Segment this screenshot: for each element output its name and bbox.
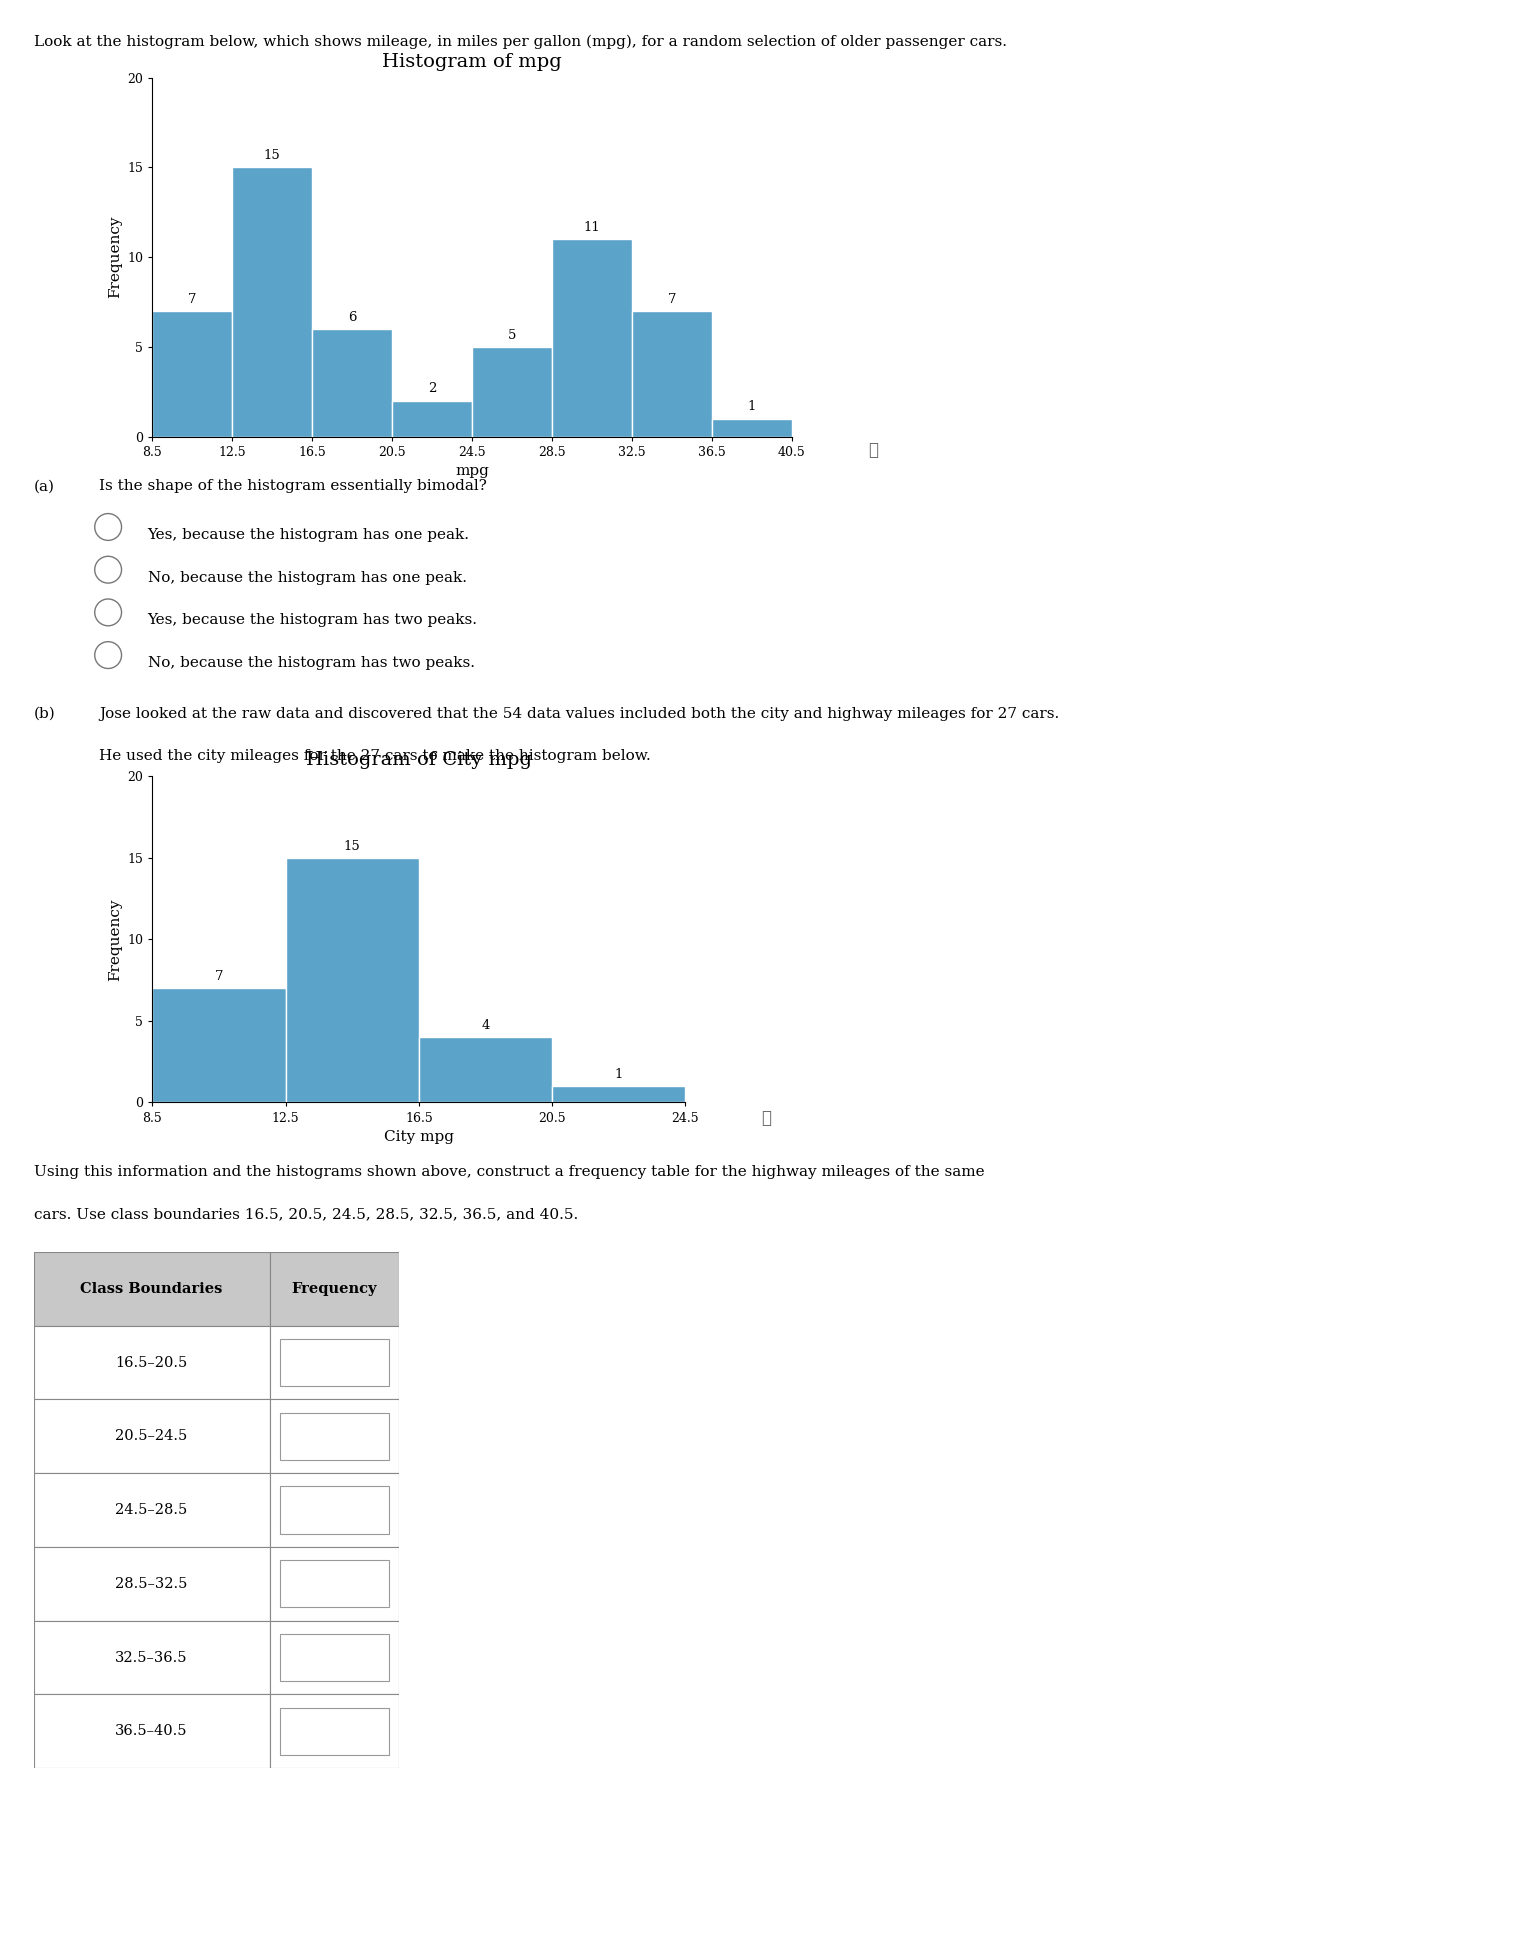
Text: 20.5–24.5: 20.5–24.5 — [116, 1429, 187, 1444]
Text: No, because the histogram has one peak.: No, because the histogram has one peak. — [148, 571, 466, 584]
Text: 5: 5 — [509, 328, 516, 342]
X-axis label: mpg: mpg — [455, 464, 489, 477]
Text: (a): (a) — [34, 479, 55, 493]
Text: He used the city mileages for the 27 cars to make the histogram below.: He used the city mileages for the 27 car… — [99, 749, 650, 763]
Bar — [280, 1339, 388, 1386]
Text: 2: 2 — [428, 382, 436, 396]
Bar — [34, 1252, 270, 1326]
Bar — [152, 988, 285, 1102]
Text: Yes, because the histogram has two peaks.: Yes, because the histogram has two peaks… — [148, 613, 478, 627]
Text: 24.5–28.5: 24.5–28.5 — [116, 1502, 187, 1518]
Text: 1: 1 — [615, 1068, 623, 1081]
Bar — [711, 419, 792, 437]
Bar — [280, 1634, 388, 1681]
Title: Histogram of mpg: Histogram of mpg — [382, 52, 562, 70]
Bar — [419, 1036, 551, 1102]
Text: Class Boundaries: Class Boundaries — [81, 1281, 222, 1297]
Text: 6: 6 — [347, 311, 356, 324]
Bar — [285, 858, 419, 1102]
Bar — [553, 1087, 685, 1102]
Text: 7: 7 — [667, 293, 676, 305]
Bar — [34, 1473, 270, 1547]
Text: (b): (b) — [34, 707, 55, 720]
Y-axis label: Frequency: Frequency — [108, 899, 122, 980]
Text: Look at the histogram below, which shows mileage, in miles per gallon (mpg), for: Look at the histogram below, which shows… — [34, 35, 1007, 49]
Text: 7: 7 — [187, 293, 196, 305]
Bar — [312, 328, 393, 437]
Bar — [34, 1694, 270, 1768]
Bar — [270, 1326, 399, 1399]
Text: 36.5–40.5: 36.5–40.5 — [116, 1724, 187, 1739]
Bar — [270, 1252, 399, 1326]
Bar — [152, 311, 231, 437]
Bar — [280, 1487, 388, 1533]
Text: 15: 15 — [263, 149, 280, 161]
Bar — [270, 1473, 399, 1547]
Text: Using this information and the histograms shown above, construct a frequency tab: Using this information and the histogram… — [34, 1165, 984, 1178]
Text: cars. Use class boundaries 16.5, 20.5, 24.5, 28.5, 32.5, 36.5, and 40.5.: cars. Use class boundaries 16.5, 20.5, 2… — [34, 1207, 577, 1221]
Title: Histogram of City mpg: Histogram of City mpg — [306, 751, 532, 769]
Text: 4: 4 — [481, 1019, 489, 1033]
Bar — [34, 1326, 270, 1399]
Text: ⓘ: ⓘ — [762, 1108, 772, 1128]
Text: No, because the histogram has two peaks.: No, because the histogram has two peaks. — [148, 656, 475, 670]
Bar — [472, 347, 553, 437]
Y-axis label: Frequency: Frequency — [108, 215, 122, 299]
Text: 1: 1 — [748, 400, 755, 413]
X-axis label: City mpg: City mpg — [384, 1130, 454, 1143]
Bar — [34, 1547, 270, 1621]
Bar — [34, 1399, 270, 1473]
Bar — [270, 1547, 399, 1621]
Text: 16.5–20.5: 16.5–20.5 — [116, 1355, 187, 1370]
Bar — [280, 1708, 388, 1755]
Text: 15: 15 — [344, 840, 361, 852]
Text: Is the shape of the histogram essentially bimodal?: Is the shape of the histogram essentiall… — [99, 479, 487, 493]
Text: ⓘ: ⓘ — [868, 441, 879, 460]
Text: Jose looked at the raw data and discovered that the 54 data values included both: Jose looked at the raw data and discover… — [99, 707, 1058, 720]
Bar — [393, 400, 472, 437]
Text: Frequency: Frequency — [291, 1281, 378, 1297]
Bar — [280, 1413, 388, 1460]
Bar — [270, 1694, 399, 1768]
Text: 32.5–36.5: 32.5–36.5 — [116, 1650, 187, 1665]
Bar — [632, 311, 711, 437]
Bar — [270, 1621, 399, 1694]
Text: 11: 11 — [583, 221, 600, 233]
Text: Yes, because the histogram has one peak.: Yes, because the histogram has one peak. — [148, 528, 469, 542]
Bar — [231, 167, 312, 437]
Text: 28.5–32.5: 28.5–32.5 — [116, 1576, 187, 1592]
Text: 7: 7 — [215, 970, 224, 984]
Bar — [270, 1399, 399, 1473]
Bar — [553, 239, 632, 437]
Bar — [280, 1561, 388, 1607]
Bar — [34, 1621, 270, 1694]
